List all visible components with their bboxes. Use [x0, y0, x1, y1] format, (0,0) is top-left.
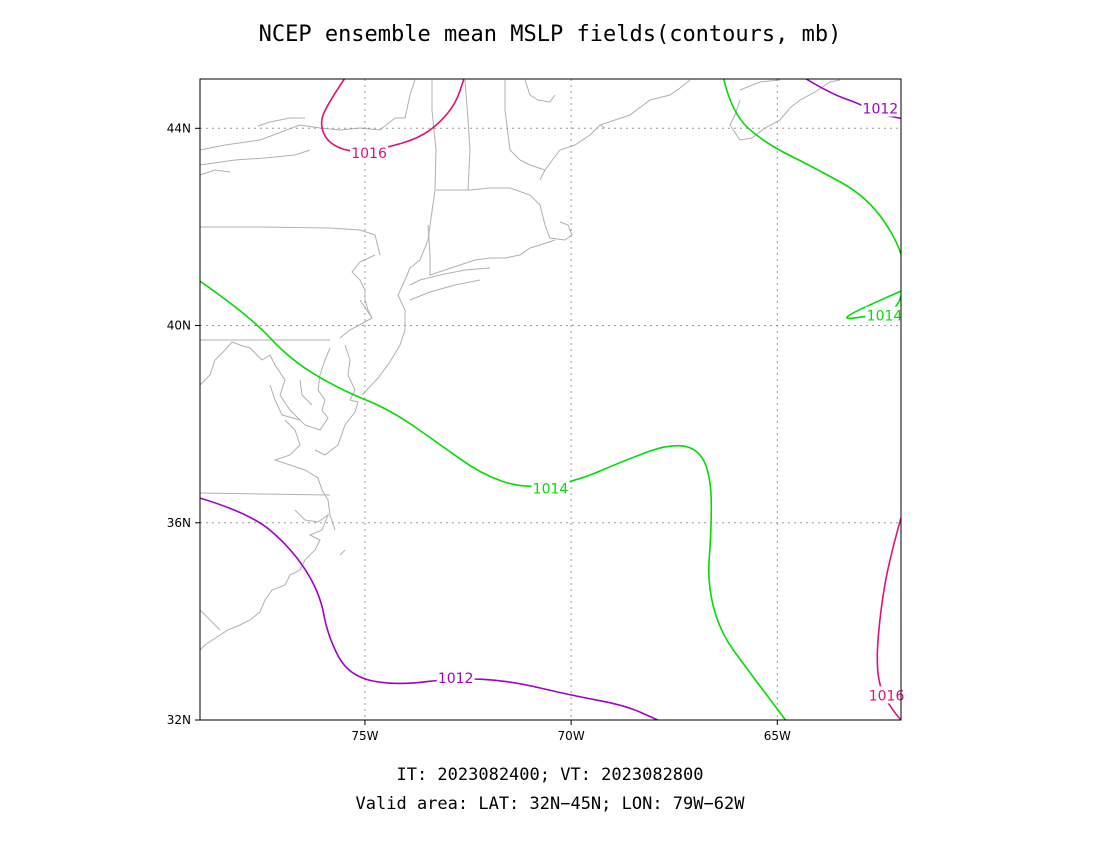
contour-line-1012-4 — [200, 497, 659, 720]
figure-title: NCEP ensemble mean MSLP fields(contours,… — [259, 22, 842, 47]
contour-label-bg-4 — [436, 669, 475, 687]
valid-area: Valid area: LAT: 32N−45N; LON: 79W−62W — [356, 794, 746, 814]
graticule — [200, 79, 901, 720]
contour-line-1014-2 — [200, 280, 787, 720]
contour-label-0: 1016 — [351, 146, 387, 162]
y-tick-label-1: 40N — [167, 319, 191, 333]
x-tick-label-2: 65W — [764, 729, 791, 743]
contour-label-4: 1012 — [438, 671, 474, 687]
contour-label-bg-0 — [350, 143, 389, 161]
x-tick-label-0: 75W — [351, 729, 378, 743]
contour-label-bg-2 — [531, 479, 570, 497]
map-frame — [199, 78, 902, 721]
x-tick-label-1: 70W — [558, 729, 585, 743]
contour-line-1016-0 — [320, 79, 465, 153]
axis-ticks: 75W 70W 65W 44N 40N 36N 32N — [167, 121, 791, 743]
contour-label-5: 1012 — [863, 102, 899, 118]
y-tick-label-0: 44N — [167, 121, 191, 135]
contour-label-bg-5 — [861, 99, 900, 117]
contour-label-bg-3 — [865, 306, 904, 324]
y-tick-label-3: 32N — [167, 713, 191, 727]
y-tick-label-2: 36N — [167, 516, 191, 530]
contour-label-1: 1016 — [869, 688, 905, 704]
contour-label-bg-1 — [867, 686, 906, 704]
contour-label-3: 1014 — [867, 309, 903, 325]
contour-label-2: 1014 — [533, 481, 569, 497]
forecast-times: IT: 2023082400; VT: 2023082800 — [396, 765, 703, 785]
contour-line-1016-1 — [876, 517, 901, 720]
coastlines-and-borders — [199, 79, 841, 651]
mslp-contours: 1016 1016 1014 1014 1012 1012 — [200, 79, 906, 720]
